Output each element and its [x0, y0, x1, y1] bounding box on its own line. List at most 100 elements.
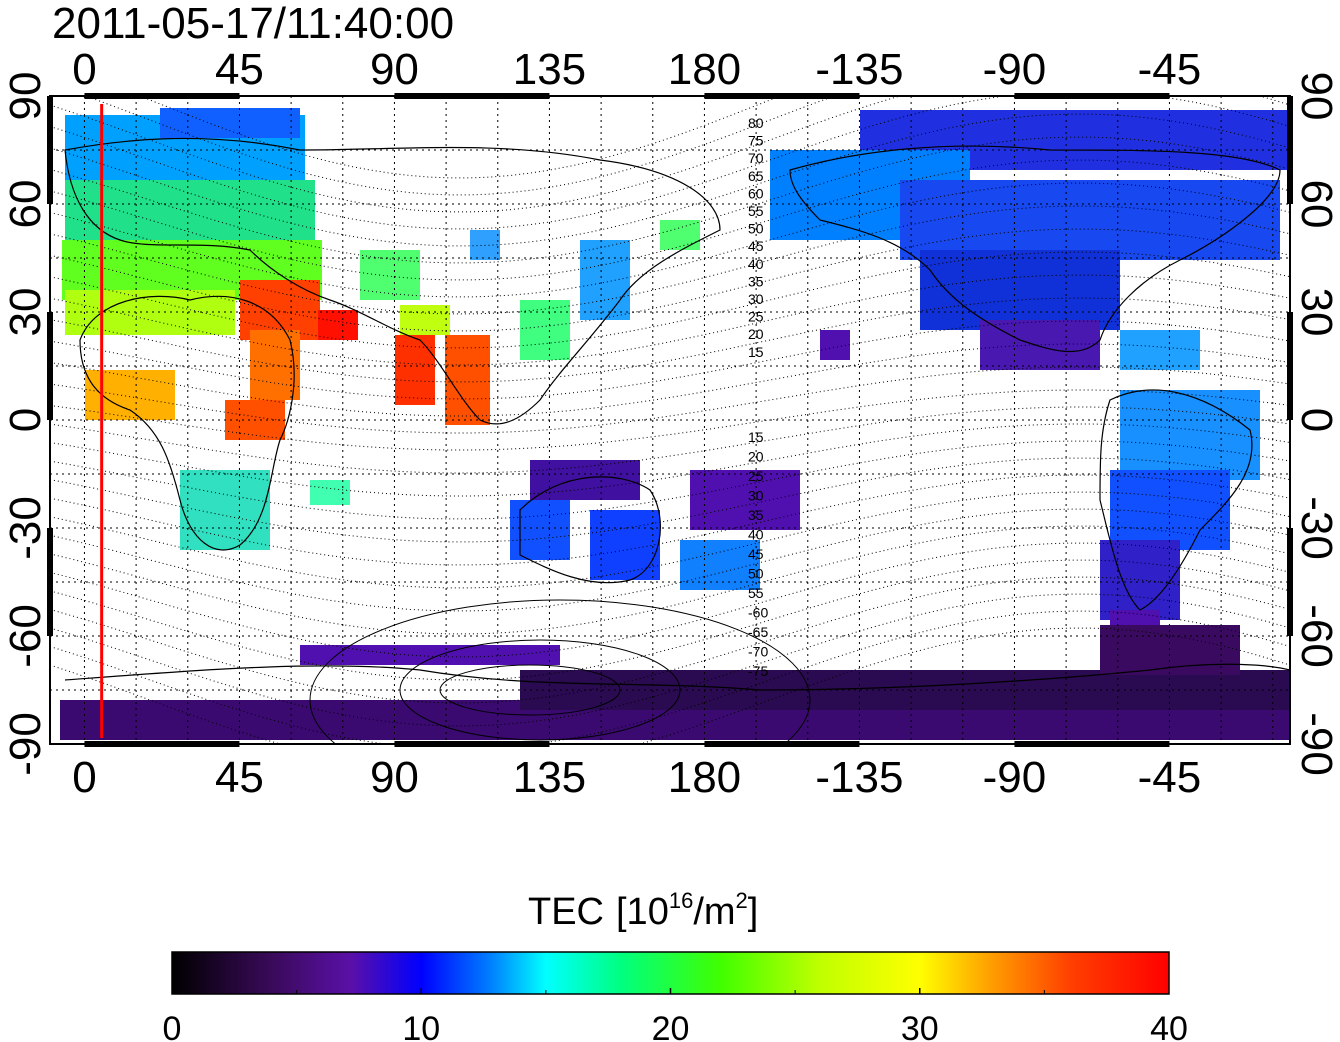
magnetic-lat-label: 40	[748, 527, 764, 543]
magnetic-pole-contour	[439, 664, 621, 716]
right-lat-tick-label: 60	[1292, 180, 1340, 229]
magnetic-lat-label: 45	[748, 238, 764, 254]
magnetic-latitude-contour	[50, 440, 1290, 520]
frame-bar-top	[84, 93, 240, 99]
magnetic-latitude-contour	[50, 542, 1290, 658]
left-lat-tick-label: -90	[1, 712, 50, 776]
magnetic-lat-label: 70	[748, 150, 764, 166]
magnetic-lat-label: 25	[748, 309, 764, 325]
top-lon-tick-label: 90	[370, 45, 419, 94]
unit-exponent: 16	[668, 888, 694, 913]
bottom-lon-tick-label: 0	[72, 753, 96, 802]
top-lon-tick-label: 0	[72, 45, 96, 94]
tec-patch	[690, 470, 800, 530]
tec-patch	[530, 460, 640, 500]
magnetic-lat-label: -75	[748, 663, 768, 679]
magnetic-lat-label: 55	[748, 585, 764, 601]
map-gridlines	[50, 96, 1290, 744]
magnetic-latitude-contour	[50, 251, 1290, 349]
frame-bar-right	[1287, 96, 1293, 204]
bottom-lon-tick-label: -45	[1138, 753, 1202, 802]
coastline-antarctica	[64, 663, 1290, 691]
tec-patch	[65, 180, 315, 250]
coastline-australia	[519, 476, 661, 584]
magnetic-pole-contour	[309, 599, 811, 744]
magnetic-lat-label: 35	[748, 507, 764, 523]
map-timestamp-title: 2011-05-17/11:40:00	[52, 0, 455, 48]
frame-bar-bottom	[394, 741, 550, 747]
unit-close: ]	[747, 891, 759, 933]
left-lat-tick-label: -60	[1, 604, 50, 668]
top-lon-tick-label: -90	[983, 45, 1047, 94]
magnetic-latitude-contour	[50, 320, 1290, 400]
tec-patch	[400, 305, 450, 335]
unit-open: [10	[616, 891, 669, 933]
magnetic-lat-label: 75	[748, 133, 764, 149]
magnetic-lat-label: 30	[748, 488, 764, 504]
frame-bar-left	[47, 528, 53, 636]
bottom-lon-tick-label: 90	[370, 753, 419, 802]
tec-patch	[520, 670, 1290, 710]
left-lat-tick-label: -30	[1, 496, 50, 560]
magnetic-lat-label: 80	[748, 115, 764, 131]
frame-bar-bottom	[1014, 741, 1170, 747]
magnetic-latitude-contour	[50, 113, 1290, 247]
tec-patch	[160, 108, 300, 138]
left-lat-tick-label: 0	[1, 408, 50, 432]
magnetic-latitude-contour	[50, 406, 1290, 474]
bottom-lon-tick-label: -135	[815, 753, 903, 802]
coastline-north-america	[789, 145, 1281, 353]
magnetic-lat-label: 30	[748, 291, 764, 307]
magnetic-latitude-contour	[50, 228, 1290, 332]
unit-mid: /m	[693, 891, 736, 933]
colorbar-tick-label: 0	[163, 1010, 182, 1042]
tec-patch	[920, 250, 1120, 330]
tec-patch	[1110, 470, 1230, 550]
tec-patch	[318, 310, 358, 340]
magnetic-latitude-contour	[138, 96, 782, 179]
magnetic-lat-label: 15	[748, 429, 764, 445]
magnetic-lat-label: 25	[748, 468, 764, 484]
magnetic-lat-label: 45	[748, 546, 764, 562]
frame-bar-top	[394, 93, 550, 99]
tec-patch	[395, 335, 435, 405]
frame-bar-top	[1014, 93, 1170, 99]
frame-bar-right	[1287, 528, 1293, 636]
tec-patch	[300, 645, 560, 665]
magnetic-lat-label: 65	[748, 168, 764, 184]
tec-patch	[580, 240, 630, 320]
colorbar-unit: [1016/m2]	[616, 888, 759, 934]
frame-bar-right	[1287, 312, 1293, 420]
right-lat-tick-label: 0	[1292, 408, 1340, 432]
colorbar-tick-label: 40	[1150, 1010, 1188, 1042]
magnetic-latitude-contour	[50, 627, 1290, 744]
bottom-lon-tick-label: -90	[983, 753, 1047, 802]
magnetic-lat-label: -60	[748, 605, 768, 621]
tec-patch	[1100, 625, 1240, 675]
tec-patch	[1120, 390, 1260, 480]
frame-bar-left	[47, 312, 53, 420]
tec-patch	[250, 330, 300, 400]
colorbar-title: TEC [1016/m2]	[528, 888, 758, 936]
top-lon-tick-label: -45	[1138, 45, 1202, 94]
colorbar-tick-label: 20	[652, 1010, 690, 1042]
left-lat-tick-label: 90	[1, 72, 50, 121]
bottom-lon-tick-label: 180	[668, 753, 741, 802]
coastlines	[64, 137, 1290, 691]
axis-tick-labels: 0 45 90 135 180 -135 -90 -45 0 45 90 135 180 -135 -90 -…	[1, 45, 1340, 802]
tec-patch	[900, 180, 1280, 260]
tec-patch	[510, 500, 570, 560]
magnetic-latitude-contour	[50, 491, 1290, 589]
tec-patch	[520, 300, 570, 360]
bottom-lon-tick-label: 135	[513, 753, 586, 802]
frame-bar-bottom	[704, 741, 860, 747]
tec-patch	[1100, 540, 1180, 620]
colorbar-ticks: 0 10 20 30 40	[163, 988, 1188, 1042]
right-lat-tick-label: 90	[1292, 72, 1340, 121]
frame-bar-bottom	[84, 741, 240, 747]
magnetic-latitude-contour	[50, 136, 1290, 264]
magnetic-pole-contour	[399, 639, 681, 741]
colorbar	[171, 951, 1170, 995]
tec-patch	[980, 320, 1100, 370]
top-lon-tick-label: 180	[668, 45, 741, 94]
